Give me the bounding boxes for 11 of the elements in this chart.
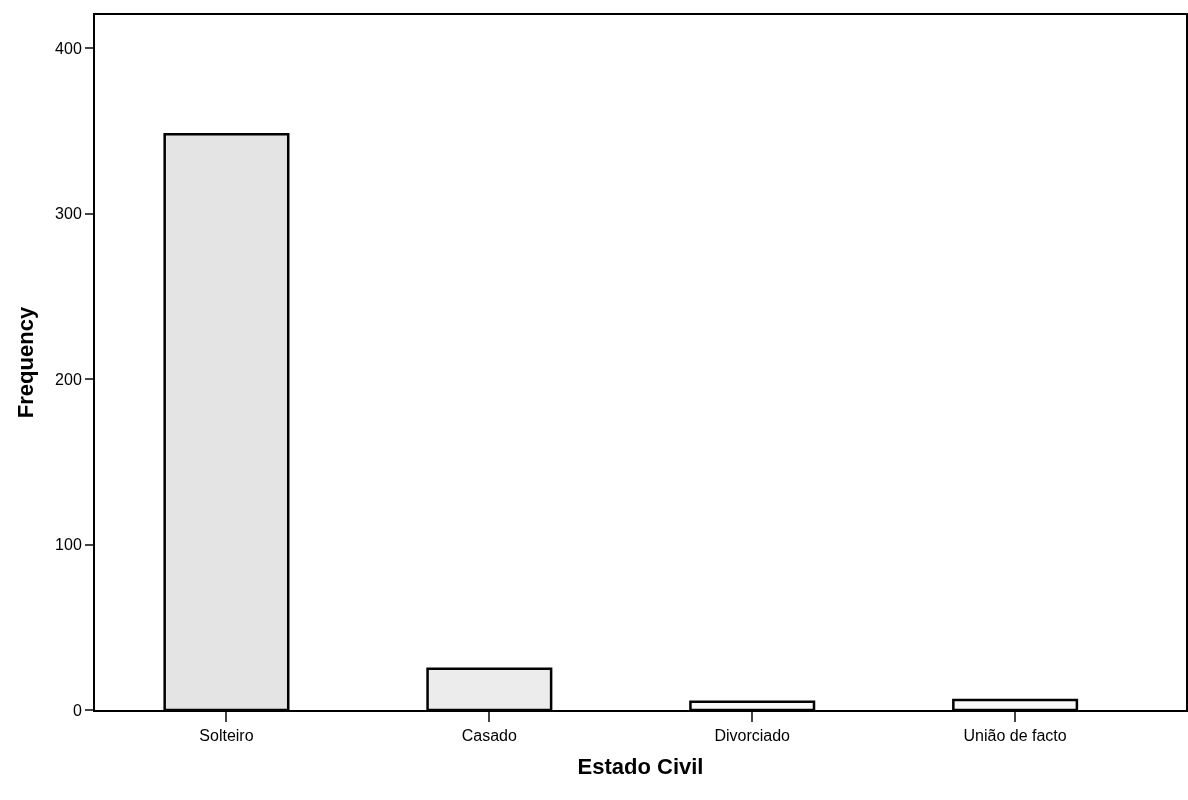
y-tick-label: 200: [55, 370, 82, 388]
x-tick-label: União de facto: [963, 727, 1067, 745]
y-tick-label: 100: [55, 536, 82, 554]
y-axis-title: Frequency: [13, 306, 39, 419]
y-tick-label: 400: [55, 39, 82, 57]
y-tick-label: 300: [55, 205, 82, 223]
x-tick-label: Divorciado: [714, 727, 791, 745]
x-axis-title: Estado Civil: [577, 753, 704, 779]
y-tick-label: 0: [72, 701, 82, 719]
x-tick-label: Solteiro: [199, 727, 254, 745]
x-tick-label: Casado: [461, 727, 518, 745]
